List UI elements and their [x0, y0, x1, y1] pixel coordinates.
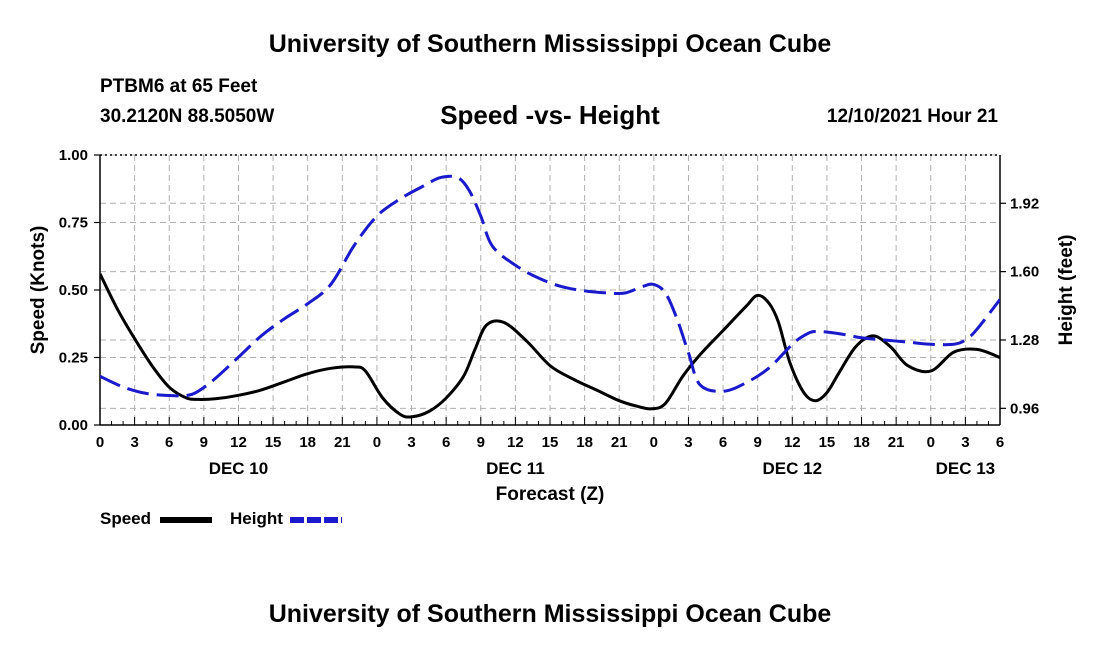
x-tick-label: 3 [130, 434, 138, 451]
legend-speed-label: Speed [100, 509, 152, 528]
x-tick-label: 18 [299, 434, 316, 451]
station-coordinates: 30.2120N 88.5050W [100, 106, 275, 127]
chart-title: Speed -vs- Height [440, 100, 660, 130]
x-tick-label: 18 [853, 434, 870, 451]
x-tick-label: 15 [542, 434, 559, 451]
x-tick-label: 15 [819, 434, 836, 451]
x-tick-label: 12 [230, 434, 247, 451]
x-tick-label: 6 [442, 434, 450, 451]
x-tick-label: 21 [888, 434, 905, 451]
footer-title: University of Southern Mississippi Ocean… [268, 600, 832, 628]
y-right-tick-label: 0.96 [1010, 400, 1039, 417]
x-tick-label: 21 [611, 434, 628, 451]
legend-height-label: Height [230, 509, 283, 528]
height-series-line [100, 174, 1000, 398]
x-tick-label: 18 [576, 434, 593, 451]
y-left-axis-label: Speed (Knots) [28, 226, 49, 355]
y-left-tick-label: 0.75 [59, 215, 88, 232]
x-day-label: DEC 13 [936, 459, 996, 478]
x-tick-label: 0 [650, 434, 658, 451]
x-day-label: DEC 12 [763, 459, 823, 478]
x-tick-label: 12 [507, 434, 524, 451]
x-tick-label: 9 [200, 434, 208, 451]
x-day-label: DEC 11 [486, 459, 545, 478]
x-tick-label: 0 [96, 434, 104, 451]
forecast-datestamp: 12/10/2021 Hour 21 [826, 106, 998, 127]
x-day-label: DEC 10 [209, 459, 269, 478]
y-left-tick-label: 0.25 [59, 350, 88, 367]
y-left-tick-label: 1.00 [59, 147, 88, 164]
y-left-tick-label: 0.00 [59, 417, 88, 434]
x-tick-label: 3 [961, 434, 969, 451]
x-tick-label: 6 [719, 434, 727, 451]
x-tick-label: 3 [684, 434, 692, 451]
y-left-tick-label: 0.50 [59, 282, 88, 299]
x-tick-label: 6 [996, 434, 1004, 451]
x-tick-label: 0 [927, 434, 935, 451]
x-tick-label: 21 [334, 434, 351, 451]
y-right-tick-label: 1.60 [1010, 264, 1039, 281]
y-right-tick-label: 1.92 [1010, 195, 1039, 212]
x-tick-label: 3 [407, 434, 415, 451]
page-title: University of Southern Mississippi Ocean… [268, 30, 832, 58]
y-right-axis-label: Height (feet) [1056, 235, 1077, 346]
x-tick-label: 0 [373, 434, 381, 451]
x-tick-label: 6 [165, 434, 173, 451]
station-name: PTBM6 at 65 Feet [100, 76, 258, 97]
x-tick-label: 9 [477, 434, 485, 451]
y-right-tick-label: 1.28 [1010, 332, 1039, 349]
speed-series-line [100, 273, 1000, 419]
x-tick-label: 12 [784, 434, 801, 451]
x-tick-label: 9 [754, 434, 762, 451]
x-axis-label: Forecast (Z) [496, 484, 605, 505]
x-tick-label: 15 [265, 434, 282, 451]
